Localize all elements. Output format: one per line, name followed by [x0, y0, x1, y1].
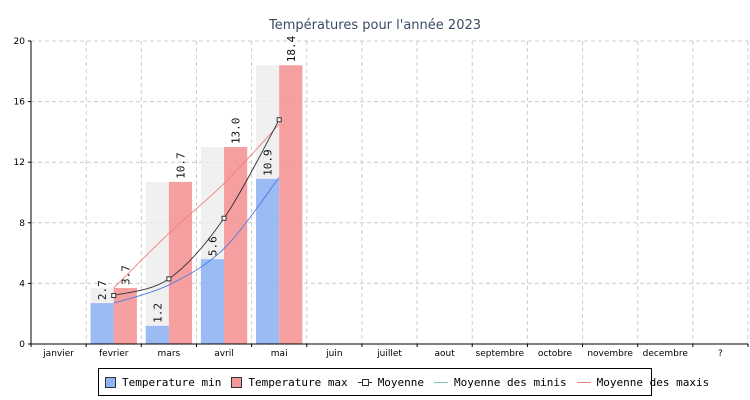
line-moyenne: [113, 119, 280, 296]
y-tick-label: 12: [14, 158, 25, 168]
x-tick-label: janvier: [42, 349, 74, 359]
bar-temperature-min: [145, 325, 169, 344]
x-tick-label: avril: [214, 349, 234, 359]
x-tick-label: septembre: [476, 349, 525, 359]
grid: [31, 40, 749, 345]
legend-label-moyenne-des-minis: Moyenne des minis: [454, 375, 567, 389]
legend-item-temperature-max: Temperature max: [231, 375, 348, 389]
value-labels: 2.7 1.2 5.6 10.9 3.7 10.7 13.0 18.4: [96, 35, 298, 322]
x-tick-label: mai: [271, 349, 288, 359]
chart-title: Températures pour l'année 2023: [268, 18, 481, 33]
lines: [111, 117, 282, 304]
legend-label-moyenne-des-maxis: Moyenne des maxis: [596, 375, 710, 389]
x-tick-label: decembre: [643, 349, 689, 359]
y-tick-label: 0: [19, 340, 25, 350]
bar-temperature-max: [279, 65, 303, 345]
value-label-max: 13.0: [230, 118, 243, 145]
x-tick-label: juillet: [376, 349, 402, 359]
x-tick-label: novembre: [587, 349, 633, 359]
value-label-max: 10.7: [174, 152, 187, 179]
line-moyenne-des-maxis: [113, 124, 280, 289]
bar-temperature-max: [168, 181, 193, 344]
legend-swatch-moyenne: [357, 377, 372, 388]
y-tick-label: 8: [19, 219, 25, 229]
legend-item-moyenne-des-minis: Moyenne des minis: [434, 376, 567, 389]
legend-swatch-temperature-max: [231, 376, 243, 388]
legend-item-temperature-min: Temperature min: [105, 376, 221, 389]
legend-swatch-temperature-min: [105, 376, 116, 388]
legend: Temperature min Temperature max Moyenne …: [98, 368, 709, 396]
bar-temperature-min: [200, 259, 225, 344]
legend-label-moyenne: Moyenne: [377, 375, 425, 389]
bar-temperature-min: [256, 178, 280, 344]
x-tick-label: aout: [435, 349, 456, 359]
legend-item-moyenne: Moyenne: [357, 375, 425, 389]
x-tick-label: juin: [325, 349, 342, 359]
x-tick-label: ?: [718, 349, 723, 359]
legend-swatch-moyenne-des-minis: [434, 377, 449, 388]
x-tick-label: octobre: [538, 349, 573, 359]
legend-label-temperature-max: Temperature max: [248, 375, 348, 389]
bar-temperature-max: [113, 287, 137, 344]
value-label-min: 1.2: [151, 303, 164, 323]
line-moyenne-des-minis: [113, 177, 280, 304]
value-label-min: 2.7: [96, 280, 109, 300]
legend-swatch-moyenne-des-maxis: [576, 377, 591, 388]
value-label-max: 3.7: [119, 265, 132, 285]
legend-label-temperature-min: Temperature min: [122, 375, 222, 389]
bar-temperature-min: [90, 303, 114, 344]
axes: [28, 40, 749, 347]
x-tick-label: mars: [158, 349, 181, 359]
x-tick-label: fevrier: [99, 349, 129, 359]
legend-item-moyenne-des-maxis: Moyenne des maxis: [576, 375, 710, 389]
value-label-min: 10.9: [262, 149, 275, 176]
moyenne-point: [111, 293, 117, 299]
moyenne-point: [276, 117, 282, 123]
bar-temperature-max: [224, 147, 248, 344]
bars: [90, 65, 303, 345]
moyenne-point: [221, 215, 227, 221]
y-tick-label: 20: [14, 37, 26, 47]
y-tick-label: 16: [14, 98, 26, 108]
value-label-max: 18.4: [285, 35, 298, 62]
value-label-min: 5.6: [206, 236, 219, 256]
y-tick-label: 4: [19, 279, 25, 289]
tick-labels: 0 4 8 12 16 20 janvier fevrier mars avril mai juin j…: [14, 37, 723, 359]
moyenne-point: [166, 276, 172, 282]
